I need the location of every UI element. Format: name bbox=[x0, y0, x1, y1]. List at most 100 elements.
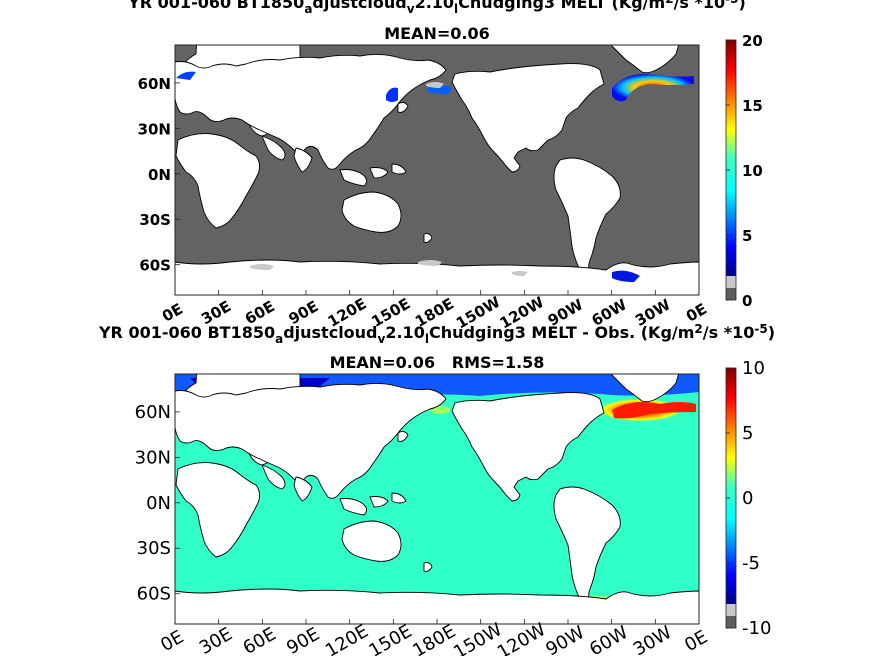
colorbar-label: 15 bbox=[742, 97, 763, 115]
colorbar-1-low-dark bbox=[726, 288, 736, 300]
land-shapes bbox=[175, 374, 699, 624]
title-piece: v bbox=[407, 2, 415, 16]
sea-ice-edge-1 bbox=[250, 264, 274, 270]
landmass bbox=[261, 464, 286, 490]
x-tick-label: 0E bbox=[157, 626, 187, 656]
y-tick-label: 30S bbox=[139, 211, 171, 229]
colorbar-label: 0 bbox=[742, 488, 753, 509]
landmass bbox=[293, 476, 313, 502]
landmass bbox=[339, 169, 367, 187]
x-tick-label: 0E bbox=[681, 626, 711, 656]
landmass bbox=[369, 167, 389, 179]
title-piece: a bbox=[304, 2, 312, 16]
landmass bbox=[553, 157, 621, 277]
landmass bbox=[175, 53, 447, 170]
title-piece: 2 bbox=[665, 0, 673, 6]
x-tick-label: 90W bbox=[542, 622, 588, 656]
y-tick-label: 0N bbox=[146, 493, 171, 514]
colorbar-label: -10 bbox=[742, 618, 771, 639]
title-piece: -5 bbox=[754, 322, 767, 336]
colorbar-label: 0 bbox=[742, 292, 752, 310]
title-piece: ) bbox=[768, 323, 775, 342]
title-piece: YR 001-060 BT1850 bbox=[127, 0, 304, 12]
title-piece: /s *10 bbox=[674, 0, 726, 12]
title-piece: ) bbox=[738, 0, 745, 12]
panel-2-stats: MEAN=0.06 RMS=1.58 bbox=[330, 353, 545, 372]
title-piece: Chudging3 MELT (Kg/m bbox=[458, 0, 665, 12]
title-piece: 2.10 bbox=[385, 323, 424, 342]
colorbar-label: -5 bbox=[742, 553, 760, 574]
landmass bbox=[369, 496, 389, 508]
landmass bbox=[611, 45, 680, 74]
title-piece: v bbox=[378, 332, 386, 346]
land-layer bbox=[175, 45, 699, 295]
north-atlantic-bias-core bbox=[612, 402, 696, 419]
colorbar-1-fill bbox=[726, 40, 736, 276]
x-ticks-2: 0E 30E 60E 90E120E150E180E150W120W90W60W30W… bbox=[157, 619, 711, 656]
panel-title-text: YR 001-060 BT1850adjustcloudv2.10lChudgi… bbox=[98, 322, 775, 346]
colorbar-2-low-light bbox=[726, 604, 736, 616]
x-tick-label: 120E bbox=[322, 621, 372, 656]
colorbar-1-low-light bbox=[726, 276, 736, 288]
y-tick-label: 60S bbox=[139, 257, 171, 275]
landmass bbox=[553, 486, 621, 606]
x-tick-label: 90E bbox=[283, 624, 323, 656]
title-piece: djustcloud bbox=[312, 0, 406, 12]
title-piece: -5 bbox=[725, 0, 738, 6]
x-tick-label: 30W bbox=[630, 622, 676, 656]
title-piece: 2 bbox=[694, 322, 702, 336]
melt-highlights bbox=[176, 71, 694, 282]
land-shapes bbox=[175, 45, 699, 295]
x-tick-label: 30E bbox=[196, 624, 236, 656]
colorbar-label: 10 bbox=[742, 162, 763, 180]
arctic-melt-left bbox=[176, 71, 196, 80]
landmass bbox=[175, 382, 447, 499]
landmass bbox=[175, 588, 699, 624]
colorbar-2-low-dark bbox=[726, 616, 736, 628]
colorbar-1: 0 5 10 15 20 bbox=[725, 32, 763, 310]
landmass bbox=[341, 520, 402, 562]
sea-ice-edge-3 bbox=[512, 271, 528, 276]
colorbar-2-fill bbox=[726, 368, 736, 604]
colorbar-2-ticks: -10 -5 0 5 10 bbox=[726, 358, 771, 639]
title-piece: djustcloud bbox=[283, 323, 377, 342]
colorbar-label: 10 bbox=[742, 358, 765, 379]
x-tick-label: 60W bbox=[586, 622, 632, 656]
title-piece: a bbox=[275, 332, 283, 346]
colorbar-label: 5 bbox=[742, 423, 753, 444]
x-tick-label: 150E bbox=[366, 621, 416, 656]
panel-1-title: YR 001-060 BT1850adjustcloudv2.10lChudgi… bbox=[127, 0, 746, 16]
y-ticks-2: 60N 30N 0N 30S 60S bbox=[135, 402, 180, 605]
landmass bbox=[391, 163, 407, 175]
title-piece: 2.10 bbox=[415, 0, 454, 12]
title-piece: YR 001-060 BT1850 bbox=[98, 323, 275, 342]
y-tick-label: 60N bbox=[135, 402, 171, 423]
y-tick-label: 30S bbox=[137, 538, 171, 559]
y-tick-label: 30N bbox=[135, 447, 171, 468]
x-tick-label: 60E bbox=[239, 624, 279, 656]
landmass bbox=[341, 191, 402, 233]
landmass bbox=[397, 430, 409, 442]
y-ticks-1: 60N 30N 0N 30S 60S bbox=[138, 75, 180, 275]
landmass bbox=[423, 562, 433, 572]
landmass bbox=[175, 259, 699, 295]
landmass bbox=[261, 135, 286, 161]
sea-ice-edge-2 bbox=[418, 260, 442, 266]
landmass bbox=[339, 498, 367, 516]
landmass bbox=[397, 101, 409, 113]
landmass bbox=[611, 374, 680, 403]
y-tick-label: 60N bbox=[138, 75, 171, 93]
title-piece: /s *10 bbox=[703, 323, 755, 342]
landmass bbox=[451, 63, 605, 173]
y-tick-label: 60S bbox=[137, 584, 171, 605]
y-tick-label: 0N bbox=[148, 166, 171, 184]
landmass bbox=[175, 462, 261, 558]
melt-bias-panel: YR 001-060 BT1850adjustcloudv2.10lChudgi… bbox=[98, 322, 775, 656]
land-layer bbox=[175, 374, 699, 624]
panel-2-title: YR 001-060 BT1850adjustcloudv2.10lChudgi… bbox=[98, 322, 775, 346]
landmass bbox=[391, 492, 407, 504]
colorbar-1-ticks: 0 5 10 15 20 bbox=[726, 32, 763, 310]
weddell-melt bbox=[612, 270, 640, 282]
okhotsk-melt bbox=[386, 87, 398, 102]
